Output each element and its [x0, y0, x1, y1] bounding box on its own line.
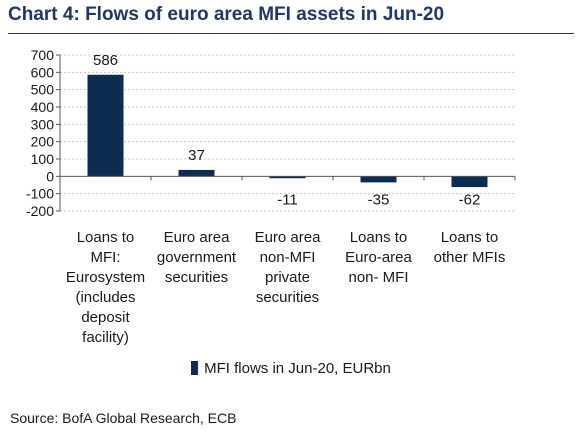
- y-tick-label: 500: [31, 82, 55, 98]
- category-label: other MFIs: [434, 249, 506, 266]
- data-label: 37: [188, 147, 205, 164]
- legend-label: MFI flows in Jun-20, EURbn: [204, 360, 391, 377]
- y-tick-label: -200: [26, 203, 54, 219]
- source-note: Source: BofA Global Research, ECB: [10, 410, 237, 426]
- category-label: securities: [165, 269, 228, 286]
- category-labels: Loans to MFI: Eurosystem (includes deposit fa…: [66, 229, 505, 346]
- y-tick-label: 600: [31, 64, 55, 80]
- data-label: 586: [93, 52, 118, 69]
- category-label: private: [265, 269, 310, 286]
- bar: [451, 176, 488, 188]
- title-divider: [8, 33, 574, 34]
- category-label: (includes: [75, 289, 135, 306]
- bar: [360, 176, 397, 183]
- data-label: -62: [459, 191, 481, 208]
- category-label: non- MFI: [348, 269, 408, 286]
- y-tick-label: 700: [31, 47, 55, 63]
- y-tick-label: 400: [31, 99, 55, 115]
- data-label: -11: [277, 191, 298, 208]
- bars: [87, 74, 488, 188]
- category-label: Euro-area: [345, 249, 412, 266]
- legend: MFI flows in Jun-20, EURbn: [0, 360, 582, 377]
- y-tick-label: 100: [31, 151, 55, 167]
- data-labels: 586 37 -11 -35 -62: [93, 52, 480, 209]
- y-tick-label: -100: [26, 186, 54, 202]
- bar: [87, 74, 124, 177]
- category-label: Loans to: [441, 229, 499, 246]
- category-label: Loans to: [350, 229, 408, 246]
- chart-title: Chart 4: Flows of euro area MFI assets i…: [8, 4, 445, 25]
- data-label: -35: [368, 191, 390, 208]
- category-label: Loans to: [77, 229, 135, 246]
- bar: [178, 169, 215, 177]
- category-label: Eurosystem: [66, 269, 145, 286]
- category-label: MFI:: [91, 249, 121, 266]
- category-label: non-MFI: [260, 249, 316, 266]
- gridlines: [60, 54, 515, 212]
- y-tick-label: 200: [31, 134, 55, 150]
- category-label: Euro area: [164, 229, 231, 246]
- category-label: government: [157, 249, 237, 266]
- category-label: deposit: [81, 309, 130, 326]
- category-label: facility): [82, 329, 129, 346]
- bar: [269, 176, 306, 179]
- axes: [56, 54, 516, 212]
- legend-swatch: [191, 361, 199, 375]
- category-label: Euro area: [255, 229, 322, 246]
- category-label: securities: [256, 289, 319, 306]
- y-tick-label: 300: [31, 116, 55, 132]
- y-tick-label: 0: [46, 168, 54, 184]
